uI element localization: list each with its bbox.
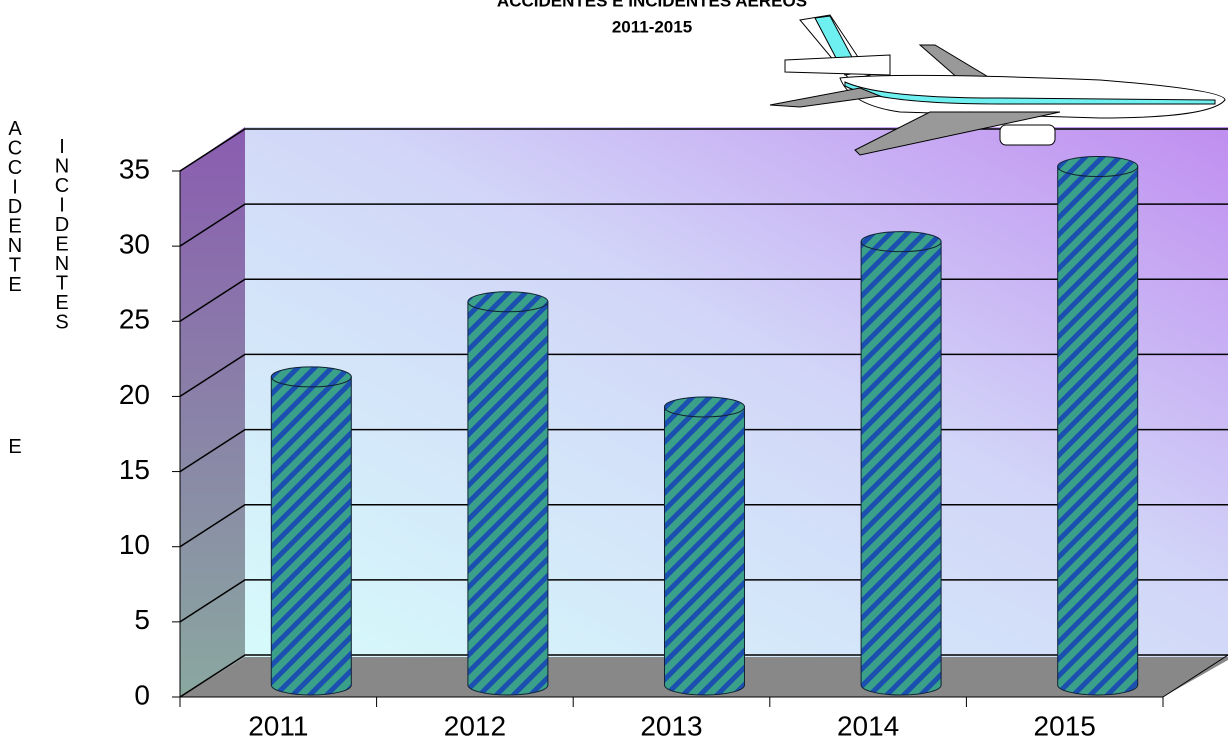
x-tick-label: 2012: [444, 710, 506, 741]
bar: [664, 406, 745, 696]
bar: [270, 376, 352, 696]
grid-line: [179, 203, 1228, 247]
y-axis-label: E: [8, 436, 21, 458]
y-tick-label: 10: [119, 529, 150, 560]
y-tick-label: 5: [134, 604, 150, 635]
side-wall: [180, 127, 245, 697]
floor-edge: [1162, 654, 1228, 698]
bar-top: [270, 366, 352, 388]
bar: [467, 301, 549, 696]
y-tick-label: 30: [119, 229, 150, 260]
x-tick-label: 2015: [1034, 710, 1096, 741]
bar-top: [664, 396, 745, 418]
y-tick-label: 25: [119, 304, 150, 335]
y-tick-label: 15: [119, 454, 150, 485]
x-tick-label: 2013: [640, 710, 702, 741]
bar-top: [1057, 156, 1139, 178]
bar: [1057, 166, 1139, 696]
airplane-illustration: [769, 14, 1226, 156]
chart-title: ACCIDENTES E INCIDENTES AÉREOS: [497, 0, 807, 10]
y-tick-label: 35: [119, 153, 150, 184]
y-tick-label: 20: [119, 379, 150, 410]
bar-top: [860, 231, 942, 253]
bar-top: [467, 291, 549, 313]
y-tick-label: 0: [134, 679, 150, 710]
chart-subtitle: 2011-2015: [612, 17, 692, 36]
x-tick-label: 2011: [248, 710, 308, 741]
bar: [860, 241, 942, 696]
x-tick-label: 2014: [837, 710, 899, 741]
